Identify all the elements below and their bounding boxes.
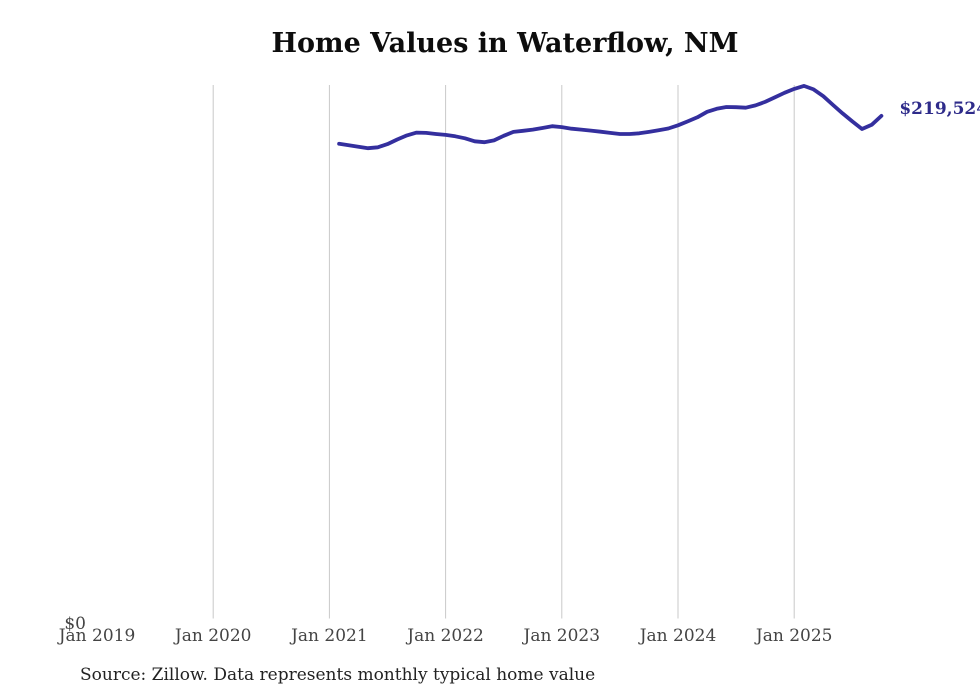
x-axis-label-jan-2021: Jan 2021	[289, 626, 368, 646]
x-axis-label-jan-2023: Jan 2023	[522, 626, 601, 646]
latest-value-label: $219,524	[899, 99, 980, 119]
source-note: Source: Zillow. Data represents monthly …	[80, 665, 596, 685]
x-axis-label-jan-2022: Jan 2022	[405, 626, 484, 646]
home-value-line-series	[337, 84, 884, 151]
x-axis-label-jan-2020: Jan 2020	[173, 626, 252, 646]
y-axis-zero-label: $0	[64, 614, 86, 634]
x-axis-label-jan-2019: Jan 2019	[57, 626, 136, 646]
chart-title: Home Values in Waterflow, NM	[271, 28, 739, 59]
x-axis-label-jan-2024: Jan 2024	[638, 626, 717, 646]
x-axis-label-jan-2025: Jan 2025	[754, 626, 833, 646]
